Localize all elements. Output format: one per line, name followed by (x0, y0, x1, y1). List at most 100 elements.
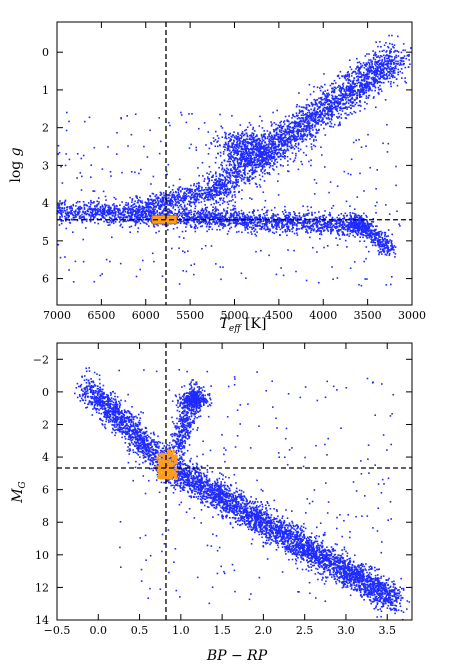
top-point (355, 75, 358, 78)
top-point (343, 227, 346, 229)
top-point (350, 219, 353, 221)
top-point (215, 186, 217, 189)
top-point (332, 108, 334, 110)
top-point (278, 221, 281, 224)
top-point (117, 208, 120, 210)
top-point (368, 69, 371, 72)
top-point (219, 220, 222, 222)
top-point (254, 170, 257, 173)
top-point (102, 207, 105, 210)
top-point (300, 160, 302, 163)
top-point (243, 222, 245, 224)
top-point (226, 220, 229, 222)
top-point (383, 61, 386, 63)
top-point (199, 212, 202, 214)
top-point (195, 192, 197, 195)
top-point (286, 155, 289, 158)
top-point (225, 192, 227, 194)
top-point (235, 168, 238, 171)
top-point (357, 214, 360, 217)
top-point (325, 123, 327, 126)
top-point (324, 134, 327, 136)
top-point (342, 107, 344, 110)
top-point (371, 62, 373, 64)
top-point (302, 130, 305, 132)
top-point (229, 216, 232, 219)
top-point (219, 199, 222, 201)
top-point (89, 205, 91, 208)
top-point (198, 216, 201, 218)
top-point (221, 216, 223, 218)
top-point (316, 103, 318, 106)
top-point (129, 196, 131, 199)
top-point (303, 125, 306, 127)
top-point (170, 200, 172, 202)
top-point (266, 211, 268, 214)
top-point (60, 211, 62, 213)
top-point (388, 74, 390, 76)
top-point (196, 187, 198, 190)
top-point (259, 163, 262, 165)
top-point (218, 173, 221, 175)
top-point (216, 194, 218, 197)
top-point (359, 110, 361, 112)
top-point (383, 54, 385, 57)
top-point (314, 216, 317, 219)
top-point (228, 188, 230, 191)
top-point (151, 192, 154, 195)
top-point (270, 143, 273, 145)
top-point (145, 205, 148, 207)
top-point (354, 226, 357, 229)
top-point (107, 213, 109, 215)
top-point (92, 210, 94, 213)
top-point (339, 109, 341, 111)
top-point (314, 222, 317, 224)
top-point (214, 196, 216, 198)
top-point (178, 219, 180, 222)
top-point (365, 214, 367, 217)
top-point (365, 89, 368, 92)
top-point (226, 207, 229, 209)
top-point (305, 108, 308, 110)
top-point (154, 195, 157, 198)
top-point (399, 62, 402, 64)
top-point (220, 187, 223, 190)
top-point (320, 85, 323, 88)
top-point (196, 195, 199, 198)
top-point (121, 217, 124, 219)
top-point (380, 68, 382, 70)
top-point (207, 182, 210, 184)
top-point (326, 112, 328, 115)
top-point (235, 152, 238, 154)
top-point (366, 82, 368, 84)
top-point (202, 211, 204, 214)
top-point (342, 223, 344, 225)
top-point (327, 92, 330, 95)
top-point (239, 218, 242, 220)
top-point (365, 80, 368, 83)
top-point (152, 205, 155, 207)
top-point (156, 211, 158, 213)
top-point (284, 131, 286, 133)
top-point (207, 222, 209, 225)
top-point (290, 140, 292, 143)
top-point (253, 163, 256, 166)
top-point (285, 142, 287, 144)
top-point (144, 210, 146, 213)
top-point (172, 201, 174, 203)
top-point (300, 120, 302, 122)
top-point (385, 74, 388, 77)
top-point (282, 125, 285, 128)
top-point (280, 140, 282, 143)
top-point (338, 94, 341, 97)
top-point (282, 153, 284, 155)
top-point (108, 207, 110, 210)
top-point (276, 223, 278, 225)
top-point (269, 132, 272, 135)
top-point (367, 61, 370, 64)
top-point (324, 114, 326, 116)
top-point (375, 53, 377, 56)
top-point (394, 56, 396, 58)
top-point (64, 218, 67, 220)
top-point (342, 103, 344, 106)
